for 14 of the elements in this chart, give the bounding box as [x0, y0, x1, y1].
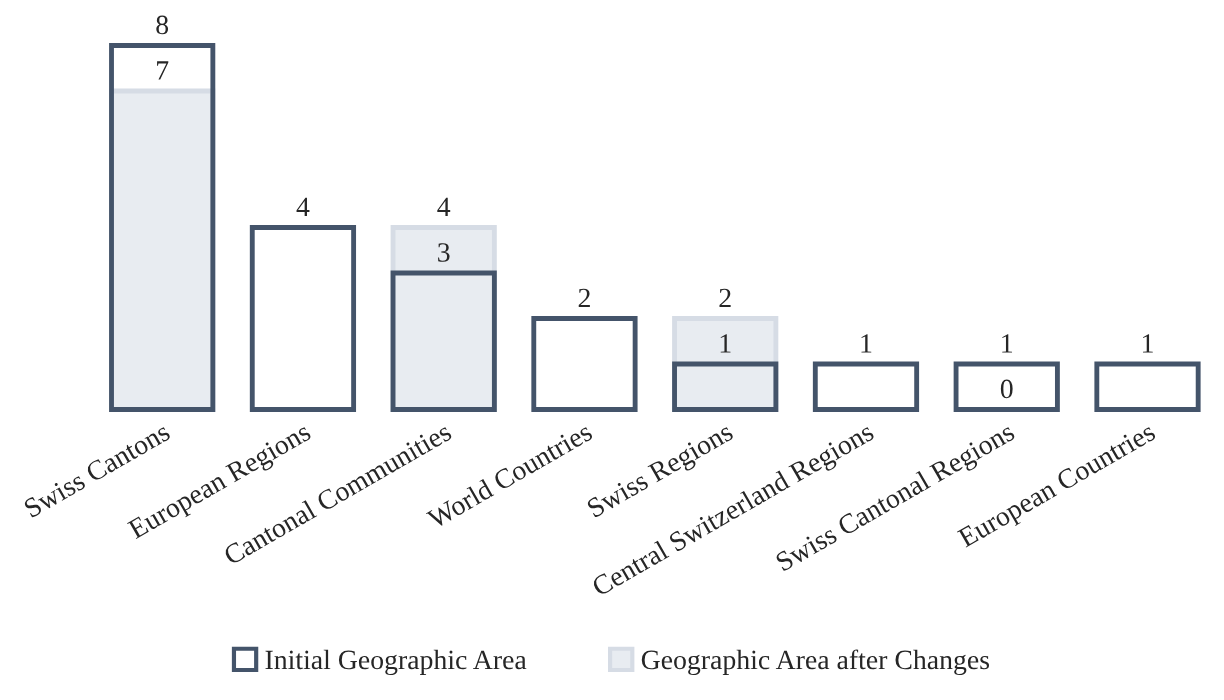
data-label: 1 [861, 334, 872, 353]
data-label: 1 [1002, 334, 1013, 353]
data-label: 1 [720, 334, 731, 353]
data-label: 2 [719, 288, 731, 308]
data-label: 4 [296, 197, 310, 217]
data-label: 0 [1000, 379, 1013, 399]
legend-label: Geographic Area after Changes [641, 649, 990, 675]
data-label: 7 [157, 61, 169, 80]
legend-label: Initial Geographic Area [265, 649, 527, 675]
data-label: 2 [578, 288, 590, 308]
data-label: 8 [156, 15, 169, 35]
data-label: 1 [1143, 334, 1153, 353]
data-label: 3 [438, 243, 450, 262]
data-label: 4 [437, 197, 451, 217]
